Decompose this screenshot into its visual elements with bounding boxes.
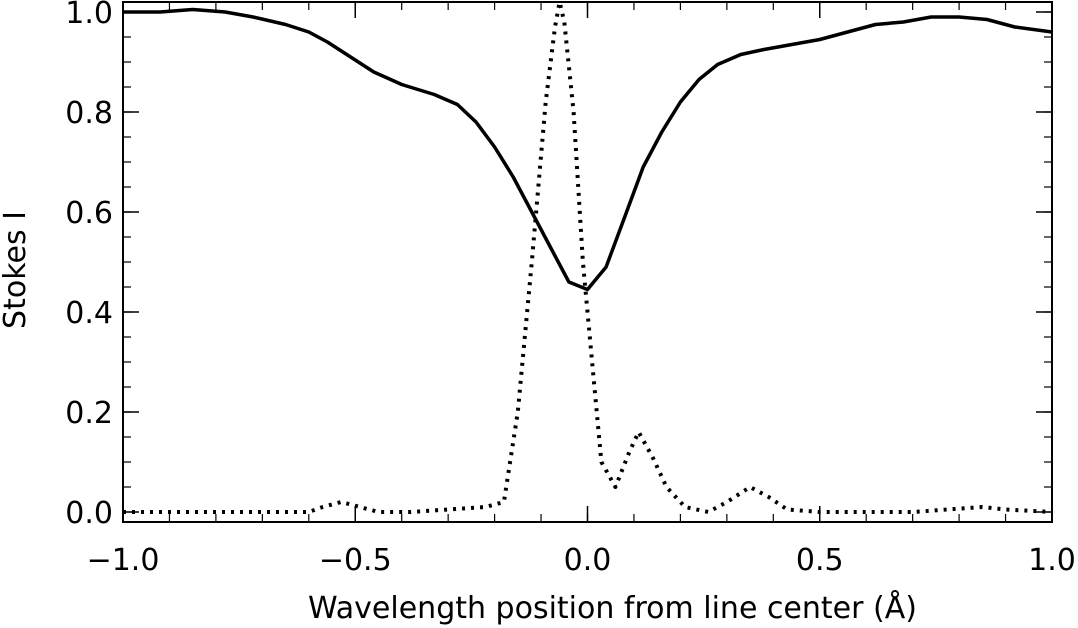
y-tick-label: 0.2: [65, 396, 113, 431]
series-layer: [123, 0, 1053, 514]
x-tick-label: 1.0: [1028, 543, 1076, 578]
solid-series-line: [123, 7, 1053, 292]
x-tick-label: −1.0: [87, 543, 160, 578]
y-tick-label: 0.0: [65, 496, 113, 531]
tick-labels: −1.0 −0.5 0.0 0.5 1.0 0.0 0.2 0.4 0.6 0.8 1.0: [65, 0, 1076, 578]
plot-frame: [122, 1, 1053, 523]
tick-marks: [122, 2, 1053, 522]
y-axis-label: Stokes I: [0, 211, 33, 329]
y-tick-label: 0.6: [65, 196, 113, 231]
dotted-series-line: [123, 0, 1053, 514]
x-tick-label: 0.5: [796, 543, 844, 578]
x-tick-label: −0.5: [319, 543, 392, 578]
x-tick-label: 0.0: [564, 543, 612, 578]
y-tick-label: 0.8: [65, 96, 113, 131]
x-axis-label: Wavelength position from line center (Å): [308, 590, 917, 626]
y-tick-label: 0.4: [65, 296, 113, 331]
y-tick-label: 1.0: [65, 0, 113, 31]
